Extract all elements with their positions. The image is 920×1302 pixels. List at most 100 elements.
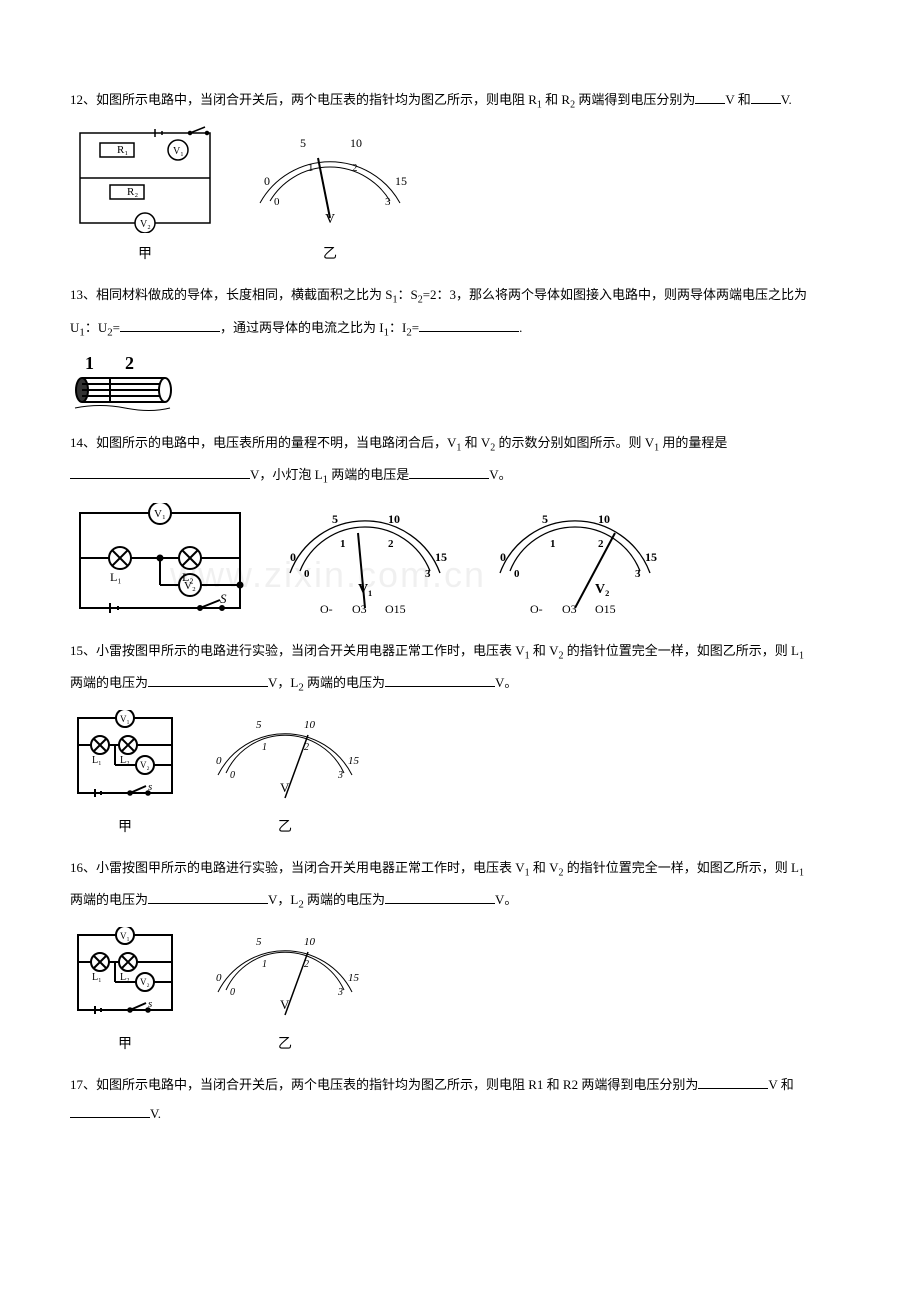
svg-text:V: V bbox=[325, 212, 335, 227]
svg-text:0: 0 bbox=[216, 972, 222, 984]
q15-blank-1[interactable] bbox=[148, 673, 268, 687]
svg-text:0: 0 bbox=[290, 550, 296, 564]
q12-part-d: V 和 bbox=[725, 92, 750, 107]
q14-blank-2[interactable] bbox=[409, 465, 489, 479]
q16-label-right: 乙 bbox=[200, 1032, 370, 1057]
q14-g: V。 bbox=[489, 467, 511, 482]
svg-text:3: 3 bbox=[635, 568, 641, 580]
q15-a: 15、小雷按图甲所示的电路进行实验，当闭合开关用电器正常工作时，电压表 V bbox=[70, 643, 525, 658]
svg-text:5: 5 bbox=[332, 512, 338, 526]
svg-text:5: 5 bbox=[300, 136, 306, 150]
q16-g: V。 bbox=[495, 892, 517, 907]
svg-text:V₁: V₁ bbox=[154, 508, 166, 520]
q13-h: ：I bbox=[389, 320, 406, 335]
q16-blank-1[interactable] bbox=[148, 890, 268, 904]
q13-f: = bbox=[113, 320, 120, 335]
svg-text:V₁: V₁ bbox=[173, 146, 184, 157]
q14-e: V，小灯泡 L bbox=[250, 467, 323, 482]
svg-text:V: V bbox=[280, 997, 290, 1012]
q15-circuit-wrap: V₁ V₂ L₁ L₂ s 甲 bbox=[70, 710, 180, 840]
svg-text:15: 15 bbox=[348, 755, 360, 767]
q13-blank-2[interactable] bbox=[419, 318, 519, 332]
svg-text:10: 10 bbox=[304, 936, 316, 948]
q12-part-a: 12、如图所示电路中，当闭合开关后，两个电压表的指针均为图乙所示，则电阻 R bbox=[70, 92, 537, 107]
svg-text:0: 0 bbox=[304, 568, 310, 580]
q12-circuit-svg: R₁ R₂ V₁ V₂ bbox=[70, 123, 220, 233]
q14-figures: V₁ V₂ L₁ L₂ S 0 5 10 15 0 1 2 3 V₁ O- O3… bbox=[70, 503, 850, 623]
svg-text:s: s bbox=[148, 781, 152, 793]
svg-text:3: 3 bbox=[337, 770, 343, 781]
svg-text:V₂: V₂ bbox=[595, 582, 609, 597]
q15-meter-wrap: 0 5 10 15 0 1 2 3 V 乙 bbox=[200, 710, 370, 840]
q14-a: 14、如图所示的电路中，电压表所用的量程不明，当电路闭合后，V bbox=[70, 435, 456, 450]
q17-blank-2[interactable] bbox=[70, 1104, 150, 1118]
q15-s1b: 1 bbox=[799, 650, 804, 661]
q15-label-right: 乙 bbox=[200, 815, 370, 840]
svg-text:1: 1 bbox=[262, 742, 267, 753]
q13-j: . bbox=[519, 320, 522, 335]
svg-text:O-: O- bbox=[530, 602, 543, 616]
q16-s1b: 1 bbox=[799, 867, 804, 878]
svg-text:V: V bbox=[280, 780, 290, 795]
q15-e: V，L bbox=[268, 675, 298, 690]
q12-blank-1[interactable] bbox=[695, 90, 725, 104]
svg-text:O3: O3 bbox=[352, 602, 367, 616]
svg-text:2: 2 bbox=[352, 162, 358, 174]
svg-text:R₁: R₁ bbox=[117, 144, 128, 156]
svg-text:10: 10 bbox=[388, 512, 400, 526]
q12-voltmeter-svg: 0 5 10 15 0 1 2 3 V bbox=[240, 123, 420, 233]
svg-text:1: 1 bbox=[262, 959, 267, 970]
q17-a: 17、如图所示电路中，当闭合开关后，两个电压表的指针均为图乙所示，则电阻 R1 … bbox=[70, 1077, 698, 1092]
q12-label-right: 乙 bbox=[240, 242, 420, 267]
q16-label-left: 甲 bbox=[70, 1032, 180, 1057]
svg-text:3: 3 bbox=[425, 568, 431, 580]
q17-line2: V. bbox=[70, 1102, 850, 1125]
q16-e: V，L bbox=[268, 892, 298, 907]
svg-text:0: 0 bbox=[230, 770, 235, 781]
svg-text:s: s bbox=[148, 998, 152, 1010]
svg-text:S: S bbox=[220, 591, 227, 606]
q17-c: V. bbox=[150, 1106, 161, 1121]
q14-meter1-svg: 0 5 10 15 0 1 2 3 V₁ O- O3 O15 bbox=[270, 503, 460, 623]
svg-text:V₁: V₁ bbox=[120, 714, 130, 724]
q15-blank-2[interactable] bbox=[385, 673, 495, 687]
q13-b: ：S bbox=[397, 287, 417, 302]
q15-b: 和 V bbox=[530, 643, 559, 658]
q15-f: 两端的电压为 bbox=[304, 675, 385, 690]
svg-text:V₂: V₂ bbox=[140, 760, 150, 770]
svg-text:15: 15 bbox=[395, 174, 407, 188]
q14-line2: V，小灯泡 L1 两端的电压是V。 bbox=[70, 463, 850, 490]
svg-text:15: 15 bbox=[348, 972, 360, 984]
q14-circuit-svg: V₁ V₂ L₁ L₂ S bbox=[70, 503, 250, 623]
q15-text: 15、小雷按图甲所示的电路进行实验，当闭合开关用电器正常工作时，电压表 V 1 和… bbox=[70, 639, 850, 666]
q14-blank-1[interactable] bbox=[70, 465, 250, 479]
q12-blank-2[interactable] bbox=[751, 90, 781, 104]
svg-text:2: 2 bbox=[388, 538, 394, 550]
q13-conductors-svg: 1 2 bbox=[70, 355, 180, 415]
q16-blank-2[interactable] bbox=[385, 890, 495, 904]
svg-text:0: 0 bbox=[514, 568, 520, 580]
svg-text:15: 15 bbox=[645, 550, 657, 564]
q13-figure: 1 2 bbox=[70, 355, 850, 415]
q16-circuit-wrap: V₁ V₂ L₁ L₂ s 甲 bbox=[70, 927, 180, 1057]
q17-blank-1[interactable] bbox=[698, 1075, 768, 1089]
q16-b: 和 V bbox=[530, 860, 559, 875]
svg-text:2: 2 bbox=[598, 538, 604, 550]
q15-line2: 两端的电压为V，L2 两端的电压为V。 bbox=[70, 671, 850, 698]
q14-d: 用的量程是 bbox=[659, 435, 727, 450]
q14-text: 14、如图所示的电路中，电压表所用的量程不明，当电路闭合后，V1 和 V2 的示… bbox=[70, 431, 850, 458]
q16-d: 两端的电压为 bbox=[70, 892, 148, 907]
q13-blank-1[interactable] bbox=[120, 318, 220, 332]
q12-part-e: V. bbox=[781, 92, 792, 107]
q17-b: V 和 bbox=[768, 1077, 793, 1092]
q16-line2: 两端的电压为V，L2 两端的电压为V。 bbox=[70, 888, 850, 915]
q16-a: 16、小雷按图甲所示的电路进行实验，当闭合开关用电器正常工作时，电压表 V bbox=[70, 860, 525, 875]
q13-g: ，通过两导体的电流之比为 I bbox=[220, 320, 384, 335]
svg-text:0: 0 bbox=[216, 755, 222, 767]
q17-text: 17、如图所示电路中，当闭合开关后，两个电压表的指针均为图乙所示，则电阻 R1 … bbox=[70, 1073, 850, 1096]
svg-text:O15: O15 bbox=[385, 602, 406, 616]
q12-label-left: 甲 bbox=[70, 242, 220, 267]
svg-text:L₂: L₂ bbox=[120, 755, 130, 766]
svg-text:V₂: V₂ bbox=[140, 219, 151, 230]
svg-text:1: 1 bbox=[308, 162, 314, 174]
